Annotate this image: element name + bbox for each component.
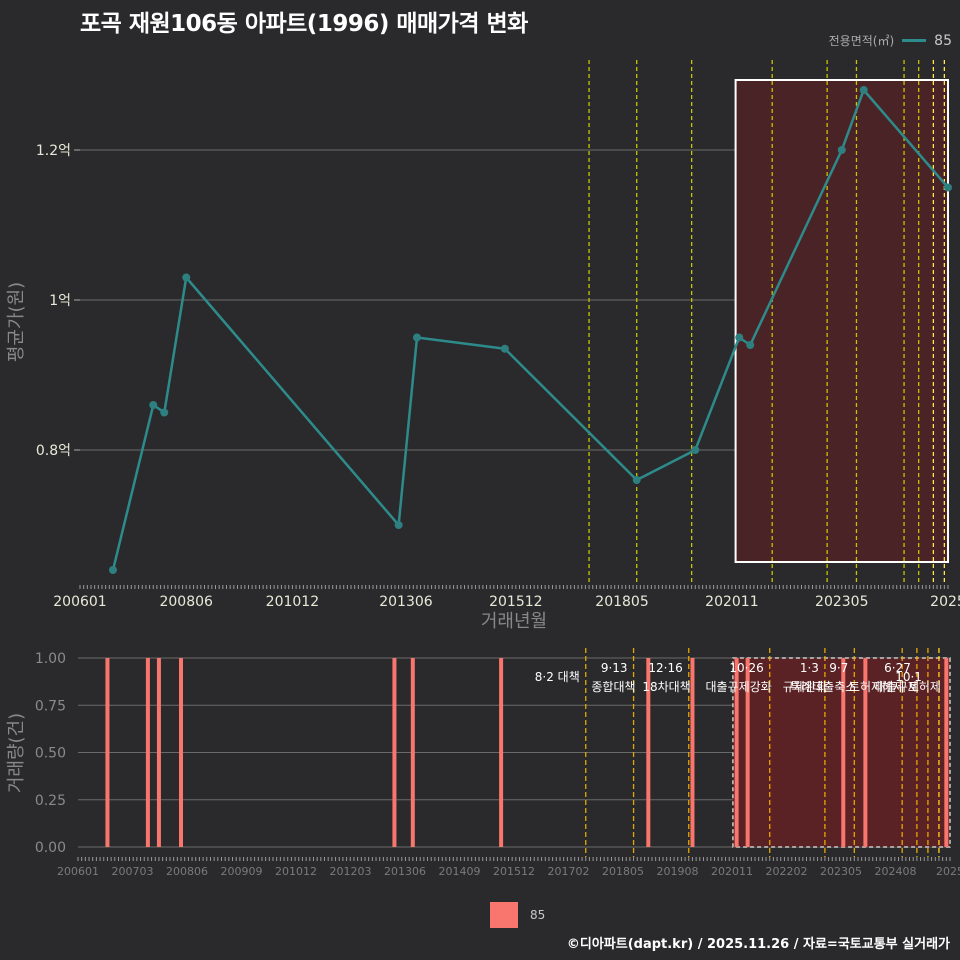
chart-title: 포곡 재원106동 아파트(1996) 매매가격 변화 bbox=[80, 11, 528, 37]
price-y-tick-label: 1.2억 bbox=[36, 143, 71, 159]
price-data-point bbox=[859, 86, 868, 94]
price-x-axis-title: 거래년월 bbox=[481, 611, 547, 632]
price-data-point bbox=[160, 408, 169, 417]
volume-bar bbox=[105, 658, 110, 847]
volume-x-tick-label: 201908 bbox=[657, 865, 699, 878]
price-data-point bbox=[837, 146, 846, 154]
volume-bar bbox=[734, 658, 739, 847]
price-x-tick-label: 201512 bbox=[489, 594, 542, 610]
policy-date-label: 9·7 bbox=[829, 661, 848, 675]
volume-x-tick-label: 201306 bbox=[384, 865, 426, 878]
price-x-tick-label: 201012 bbox=[266, 594, 319, 610]
policy-date-label: 10·26 bbox=[729, 661, 763, 675]
price-data-point bbox=[691, 446, 700, 454]
volume-x-tick-label: 200806 bbox=[166, 865, 208, 878]
price-data-point bbox=[182, 273, 191, 282]
volume-bar bbox=[499, 658, 504, 847]
price-y-axis-title: 평균가(원) bbox=[6, 282, 27, 362]
price-data-point bbox=[412, 333, 421, 342]
volume-x-tick-label: 201702 bbox=[548, 865, 590, 878]
price-data-point bbox=[746, 341, 755, 349]
policy-date-label: 8·2 대책 bbox=[535, 669, 580, 684]
price-x-tick-label: 200601 bbox=[53, 594, 106, 610]
volume-bar bbox=[944, 658, 949, 847]
volume-y-axis-title: 거래량(건) bbox=[6, 713, 27, 793]
policy-name-label: 종합대책 bbox=[591, 679, 635, 694]
price-data-point bbox=[500, 344, 509, 353]
price-x-tick-label: 202011 bbox=[705, 594, 758, 610]
policy-name-label: 토허제 bbox=[908, 680, 941, 694]
price-legend: 전용면적(㎡) 85 bbox=[829, 32, 952, 49]
policy-name-label: 18차대책 bbox=[642, 679, 690, 694]
price-y-tick-label: 0.8억 bbox=[36, 443, 71, 459]
price-data-point bbox=[394, 521, 403, 529]
price-data-point bbox=[632, 476, 641, 484]
volume-bar bbox=[392, 658, 397, 847]
volume-bar bbox=[863, 658, 868, 847]
volume-x-tick-label: 200909 bbox=[221, 865, 263, 878]
volume-x-tick-label: 2025 bbox=[936, 865, 960, 878]
policy-name-label: 규제완화 bbox=[783, 680, 827, 694]
price-x-tick-label: 201306 bbox=[379, 594, 433, 610]
legend-line-swatch bbox=[902, 39, 927, 42]
volume-legend: 85 bbox=[490, 902, 545, 928]
price-y-tick-label: 1억 bbox=[49, 293, 71, 309]
volume-y-tick-label: 0.00 bbox=[35, 840, 66, 856]
price-data-point bbox=[149, 401, 158, 409]
volume-bar bbox=[841, 658, 846, 847]
legend-bar-label: 85 bbox=[530, 908, 546, 922]
volume-x-tick-label: 200703 bbox=[112, 865, 154, 878]
volume-x-tick-label: 202011 bbox=[711, 865, 753, 878]
volume-x-tick-label: 201512 bbox=[493, 865, 535, 878]
price-data-point bbox=[108, 566, 117, 574]
volume-y-tick-label: 0.25 bbox=[35, 793, 66, 809]
legend-label: 85 bbox=[934, 32, 952, 49]
volume-bar bbox=[179, 658, 184, 847]
volume-x-tick-label: 201203 bbox=[330, 865, 372, 878]
price-x-tick-label: 201805 bbox=[595, 594, 648, 610]
volume-x-tick-label: 202202 bbox=[766, 865, 808, 878]
volume-bar bbox=[646, 658, 651, 847]
volume-y-tick-label: 0.50 bbox=[35, 746, 66, 762]
policy-date-label: 6·27 bbox=[884, 661, 911, 675]
volume-x-tick-label: 201409 bbox=[439, 865, 481, 878]
volume-y-tick-label: 0.75 bbox=[35, 698, 66, 714]
price-x-tick-label: 2025 bbox=[930, 594, 960, 610]
policy-date-label: 1·3 bbox=[800, 661, 819, 675]
legend-title: 전용면적(㎡) bbox=[828, 34, 895, 48]
volume-bar bbox=[145, 658, 150, 847]
volume-x-tick-label: 201805 bbox=[602, 865, 644, 878]
price-x-tick-label: 202305 bbox=[815, 594, 868, 610]
volume-bar bbox=[410, 658, 415, 847]
volume-bar bbox=[690, 658, 695, 847]
volume-x-tick-label: 202305 bbox=[820, 865, 862, 878]
policy-date-label: 10·1 bbox=[895, 670, 922, 684]
volume-bar bbox=[745, 658, 750, 847]
policy-name-label: 대출규제 bbox=[875, 680, 919, 694]
volume-x-tick-label: 201012 bbox=[275, 865, 317, 878]
policy-name-label: 특례대출축소 bbox=[790, 680, 856, 694]
volume-y-tick-label: 1.00 bbox=[35, 651, 66, 667]
policy-date-label: 9·13 bbox=[601, 661, 628, 675]
volume-bar bbox=[156, 658, 161, 847]
policy-name-label: 대출규제강화 bbox=[705, 680, 771, 694]
price-data-point bbox=[944, 183, 952, 192]
price-highlight-box bbox=[734, 79, 949, 563]
volume-x-tick-label: 202408 bbox=[875, 865, 917, 878]
price-data-point bbox=[735, 333, 744, 342]
legend-bar-swatch bbox=[490, 902, 518, 928]
source-credit: ©디아파트(dapt.kr) / 2025.11.26 / 자료=국토교통부 실… bbox=[566, 937, 950, 952]
policy-name-label: 토허제해제 bbox=[849, 680, 904, 694]
price-x-tick-label: 200806 bbox=[159, 594, 213, 610]
policy-date-label: 12·16 bbox=[648, 661, 682, 675]
price-line-series bbox=[111, 88, 949, 571]
volume-x-tick-label: 200601 bbox=[57, 865, 99, 878]
